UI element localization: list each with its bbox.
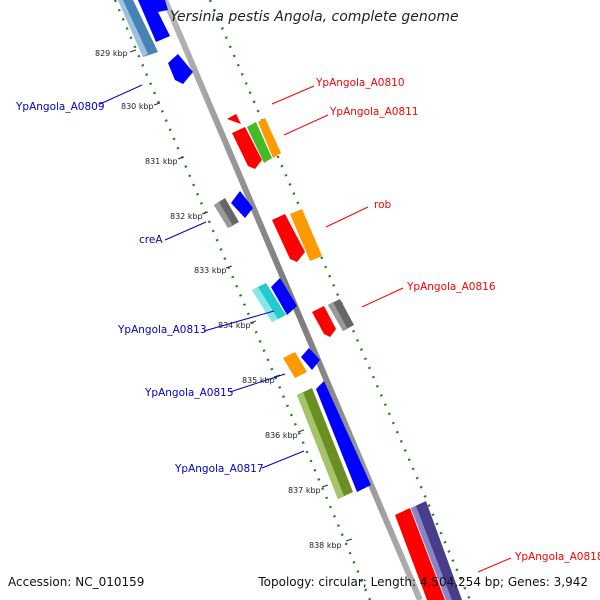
- gene-blue-a0809[interactable]: [168, 54, 193, 84]
- gene-grey-a0816[interactable]: [328, 299, 354, 331]
- tick-label-829: 829 kbp: [95, 49, 128, 58]
- gene-steel-top[interactable]: [118, 0, 158, 57]
- gene-red-a0818[interactable]: [395, 508, 445, 600]
- tick-label-835: 835 kbp: [242, 376, 275, 385]
- tick-label-833: 833 kbp: [194, 266, 227, 275]
- tick-label-834: 834 kbp: [218, 321, 251, 330]
- topology-label: Topology: circular; Length: 4,504,254 bp…: [258, 575, 588, 589]
- label-yp-a0813[interactable]: YpAngola_A0813: [117, 324, 207, 336]
- label-yp-a0811[interactable]: YpAngola_A0811: [329, 106, 419, 118]
- gene-grey-crea[interactable]: [214, 198, 239, 228]
- gene-green-a0811[interactable]: [247, 122, 272, 163]
- tick-label-836: 836 kbp: [265, 431, 298, 440]
- label-yp-a0810[interactable]: YpAngola_A0810: [315, 77, 405, 89]
- tick-label-831: 831 kbp: [145, 157, 178, 166]
- gene-olive-a0817[interactable]: [297, 388, 353, 499]
- tick-label-830: 830 kbp: [121, 102, 154, 111]
- gene-orange-a0815[interactable]: [283, 352, 307, 378]
- label-yp-a0816[interactable]: YpAngola_A0816: [406, 281, 496, 293]
- gene-blue-crea[interactable]: [231, 191, 253, 218]
- gene-cyan-a0813[interactable]: [252, 283, 286, 322]
- reverse-gene-labels: YpAngola_A0809 creA YpAngola_A0813 YpAng…: [15, 84, 305, 475]
- accession-label: Accession: NC_010159: [8, 575, 145, 589]
- gene-blue-a0815[interactable]: [301, 348, 320, 370]
- gene-red-rob[interactable]: [272, 214, 305, 262]
- label-yp-a0817[interactable]: YpAngola_A0817: [174, 463, 264, 475]
- genome-title: Yersinia pestis Angola, complete genome: [170, 9, 459, 25]
- label-crea[interactable]: creA: [139, 234, 163, 246]
- label-rob[interactable]: rob: [374, 199, 392, 211]
- gene-orange-a0811[interactable]: [258, 118, 281, 158]
- gene-red-a0816[interactable]: [312, 306, 336, 337]
- reverse-strand-guide: [113, 0, 372, 600]
- tick-label-837: 837 kbp: [288, 486, 321, 495]
- tick-label-838: 838 kbp: [309, 541, 342, 550]
- gene-blue-top[interactable]: [138, 0, 170, 42]
- gene-slate-a0818[interactable]: [411, 501, 462, 600]
- gene-orange-rob[interactable]: [290, 209, 322, 261]
- label-yp-a0815[interactable]: YpAngola_A0815: [144, 387, 234, 399]
- label-yp-a0809[interactable]: YpAngola_A0809: [15, 101, 105, 113]
- gene-red-a0811[interactable]: [232, 127, 262, 169]
- gene-red-a0810[interactable]: [227, 114, 241, 124]
- label-yp-a0818[interactable]: YpAngola_A0818: [514, 551, 600, 563]
- kbp-ticks: 829 kbp 830 kbp 831 kbp 832 kbp 833 kbp …: [95, 49, 353, 550]
- forward-gene-labels: YpAngola_A0810 YpAngola_A0811 rob YpAngo…: [271, 77, 600, 573]
- gene-blue-a0817[interactable]: [316, 381, 371, 492]
- tick-label-832: 832 kbp: [170, 212, 203, 221]
- gene-blue-a0813[interactable]: [271, 278, 297, 315]
